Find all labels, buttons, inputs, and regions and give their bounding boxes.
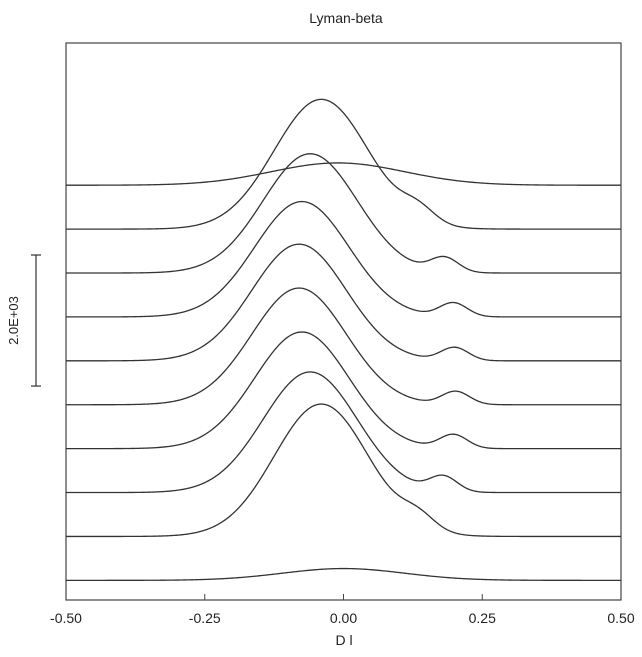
profile-line-4 bbox=[66, 331, 621, 450]
x-tick-label: 0.25 bbox=[469, 610, 496, 626]
profiles-layer bbox=[66, 98, 621, 581]
profile-line-1 bbox=[66, 567, 621, 581]
scale-bar-label: 2.0E+03 bbox=[6, 296, 21, 345]
scale-bar: 2.0E+03 bbox=[6, 254, 41, 387]
plot-frame bbox=[65, 42, 622, 601]
profile-line-10 bbox=[66, 162, 621, 186]
profile-line-8 bbox=[66, 153, 621, 274]
profile-line-7 bbox=[66, 200, 621, 318]
profile-line-6 bbox=[66, 243, 621, 362]
x-tick-label: 0.50 bbox=[607, 610, 634, 626]
profile-line-3 bbox=[66, 371, 621, 494]
chart-title: Lyman-beta bbox=[309, 10, 383, 26]
x-axis-label: D l bbox=[335, 632, 352, 648]
profile-line-2 bbox=[66, 403, 621, 538]
x-tick-label: -0.50 bbox=[50, 610, 82, 626]
profile-line-5 bbox=[66, 287, 621, 406]
x-tick-label: -0.25 bbox=[189, 610, 221, 626]
x-tick-label: 0.00 bbox=[330, 610, 357, 626]
x-axis: -0.50 -0.25 0.00 0.25 0.50 bbox=[50, 594, 635, 626]
profile-line-9 bbox=[66, 98, 621, 230]
